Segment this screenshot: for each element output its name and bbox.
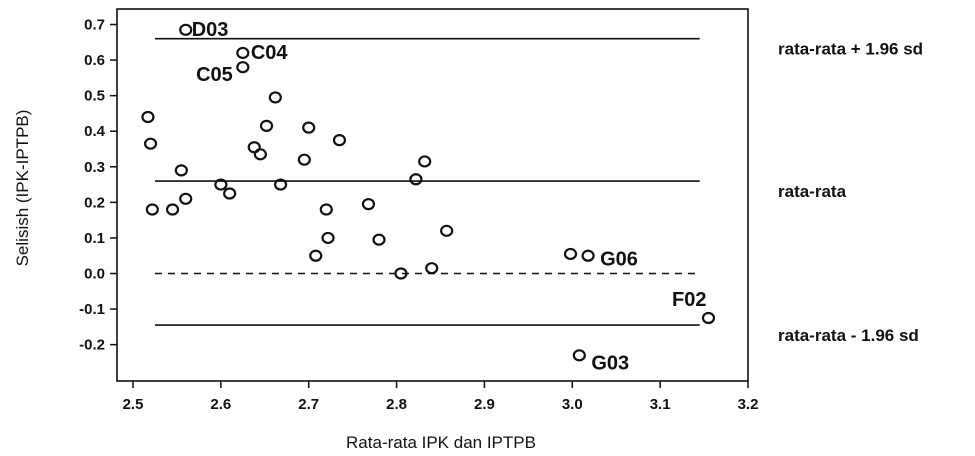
y-tick-label: 0.7 — [84, 17, 105, 34]
data-point — [259, 119, 274, 132]
data-point — [701, 311, 716, 325]
y-tick-label: 0.4 — [84, 123, 106, 140]
data-point — [332, 134, 347, 147]
point-label: C05 — [196, 64, 233, 86]
y-tick-label: 0.2 — [84, 194, 105, 211]
data-point — [321, 231, 335, 245]
y-tick-label: 0.6 — [84, 52, 105, 69]
data-point — [145, 203, 159, 216]
data-point — [394, 267, 408, 280]
plot-area: 0.7 0.6 0.5 0.4 0.3 0.2 0.1 0.0 -0.1 -0.2 2.5 2.6 2.… — [79, 8, 923, 413]
x-tick-label: 2.8 — [386, 396, 407, 413]
data-point — [581, 249, 595, 262]
data-point — [440, 224, 454, 237]
data-point — [223, 187, 237, 200]
data-point — [165, 203, 180, 216]
reference-line-label: rata-rata — [778, 182, 847, 201]
data-point — [319, 203, 333, 216]
point-label: G06 — [600, 249, 638, 271]
x-tick-label: 2.5 — [123, 396, 144, 413]
point-label: D03 — [192, 19, 229, 41]
data-point — [179, 23, 193, 36]
y-tick-label: 0.1 — [84, 230, 105, 247]
data-point — [141, 110, 155, 124]
x-axis-title: Rata-rata IPK dan IPTPB — [346, 433, 536, 452]
reference-line-label: rata-rata + 1.96 sd — [778, 40, 923, 59]
x-tick-label: 3.2 — [738, 396, 759, 413]
point-label: C04 — [251, 42, 289, 64]
data-point — [236, 61, 250, 74]
point-label: G03 — [591, 352, 629, 374]
y-tick-label: 0.3 — [84, 159, 105, 176]
data-point — [179, 192, 193, 205]
data-point — [572, 349, 586, 362]
y-tick-label: -0.1 — [79, 301, 105, 318]
data-point — [302, 121, 316, 134]
y-tick-label: 0.5 — [84, 88, 105, 105]
data-point — [418, 155, 432, 168]
data-point — [361, 198, 376, 211]
y-axis-title: Selisish (IPK-IPTPB) — [13, 110, 32, 267]
data-point — [143, 137, 158, 150]
data-point — [268, 91, 282, 104]
data-point — [253, 148, 267, 161]
data-point — [425, 262, 439, 275]
data-point — [409, 173, 423, 186]
y-tick-label: 0.0 — [84, 266, 105, 283]
reference-line-label: rata-rata - 1.96 sd — [778, 326, 919, 345]
x-tick-label: 3.0 — [562, 396, 583, 413]
x-tick-label: 3.1 — [650, 396, 671, 413]
x-tick-label: 2.7 — [298, 396, 319, 413]
data-point — [297, 153, 311, 166]
point-label: F02 — [672, 289, 706, 311]
x-tick-label: 2.9 — [474, 396, 495, 413]
data-point — [274, 178, 288, 191]
data-point — [563, 247, 578, 261]
data-point — [214, 178, 228, 191]
data-point — [309, 249, 323, 262]
plot-frame — [116, 8, 749, 382]
data-point — [372, 233, 386, 246]
x-tick-label: 2.6 — [210, 396, 231, 413]
data-point — [174, 164, 188, 177]
y-tick-label: -0.2 — [79, 337, 105, 354]
data-point — [236, 46, 250, 60]
